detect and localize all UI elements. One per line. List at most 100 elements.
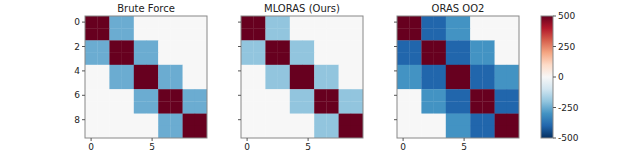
cell bbox=[290, 101, 303, 114]
cell bbox=[146, 28, 159, 41]
cell bbox=[146, 65, 159, 78]
cell bbox=[146, 40, 159, 53]
cell bbox=[109, 114, 122, 127]
y-tick-label: 4 bbox=[74, 66, 80, 76]
cell bbox=[183, 65, 196, 78]
cell bbox=[146, 101, 159, 114]
x-tick bbox=[152, 138, 153, 141]
cell bbox=[134, 65, 147, 78]
cell bbox=[339, 89, 352, 102]
x-tick-label: 0 bbox=[244, 142, 250, 152]
cell bbox=[158, 89, 171, 102]
colorbar-tick-label: 250 bbox=[558, 42, 575, 52]
cell bbox=[195, 101, 207, 114]
cell bbox=[446, 89, 459, 102]
cell bbox=[495, 101, 508, 114]
y-tick-label: 2 bbox=[74, 42, 80, 52]
cell bbox=[241, 40, 254, 53]
cell bbox=[122, 89, 135, 102]
cell bbox=[397, 101, 410, 114]
cell bbox=[97, 53, 110, 66]
title: MLORAS (Ours) bbox=[264, 3, 340, 14]
cell bbox=[122, 28, 135, 41]
cell bbox=[290, 53, 303, 66]
cell bbox=[183, 89, 196, 102]
cell bbox=[495, 16, 508, 29]
cell bbox=[265, 65, 278, 78]
cell bbox=[109, 126, 122, 138]
cell bbox=[421, 28, 434, 41]
colorbar-tick-label: 0 bbox=[558, 72, 564, 82]
cell bbox=[351, 77, 363, 90]
cell bbox=[97, 16, 110, 29]
cell bbox=[109, 40, 122, 53]
cell bbox=[85, 77, 98, 90]
x-tick bbox=[308, 138, 309, 141]
x-tick bbox=[464, 138, 465, 141]
cell bbox=[85, 126, 98, 138]
cells bbox=[241, 16, 363, 138]
title: ORAS OO2 bbox=[432, 3, 485, 14]
cell bbox=[409, 114, 422, 127]
cell bbox=[326, 53, 339, 66]
cell bbox=[302, 28, 315, 41]
cell bbox=[326, 16, 339, 29]
cell bbox=[265, 40, 278, 53]
cell bbox=[482, 40, 495, 53]
y-tick bbox=[82, 22, 85, 23]
cell bbox=[314, 53, 327, 66]
cell bbox=[409, 126, 422, 138]
cell bbox=[470, 77, 483, 90]
cell bbox=[397, 16, 410, 29]
cell bbox=[158, 16, 171, 29]
cell bbox=[241, 101, 254, 114]
cell bbox=[470, 89, 483, 102]
panel: ORAS OO205 bbox=[394, 3, 519, 152]
cell bbox=[278, 16, 291, 29]
cell bbox=[507, 16, 519, 29]
y-tick bbox=[238, 46, 241, 47]
cell bbox=[170, 40, 183, 53]
cell bbox=[97, 89, 110, 102]
y-tick bbox=[238, 70, 241, 71]
cell bbox=[482, 89, 495, 102]
y-tick bbox=[82, 46, 85, 47]
cell bbox=[458, 77, 471, 90]
cell bbox=[397, 65, 410, 78]
cell bbox=[339, 126, 352, 138]
panel: MLORAS (Ours) 0 5 bbox=[238, 3, 363, 152]
cell bbox=[122, 77, 135, 90]
cell bbox=[302, 53, 315, 66]
cell bbox=[278, 65, 291, 78]
cell bbox=[183, 77, 196, 90]
cell bbox=[265, 89, 278, 102]
cell bbox=[158, 114, 171, 127]
cell bbox=[351, 16, 363, 29]
x-tick bbox=[403, 138, 404, 141]
cell bbox=[409, 28, 422, 41]
cell bbox=[507, 53, 519, 66]
cell bbox=[122, 65, 135, 78]
cell bbox=[458, 28, 471, 41]
cell bbox=[290, 28, 303, 41]
cell bbox=[134, 40, 147, 53]
cell bbox=[158, 77, 171, 90]
cell bbox=[302, 16, 315, 29]
cell bbox=[302, 40, 315, 53]
x-tick-label: 5 bbox=[149, 142, 155, 152]
cell bbox=[339, 101, 352, 114]
cell bbox=[351, 89, 363, 102]
cell bbox=[109, 89, 122, 102]
cell bbox=[265, 126, 278, 138]
cell bbox=[314, 126, 327, 138]
cell bbox=[122, 126, 135, 138]
cell bbox=[85, 53, 98, 66]
cell bbox=[195, 89, 207, 102]
x-tick-label: 5 bbox=[461, 142, 467, 152]
cell bbox=[507, 28, 519, 41]
x-tick-label: 5 bbox=[305, 142, 311, 152]
cell bbox=[470, 126, 483, 138]
cell bbox=[495, 89, 508, 102]
cell bbox=[421, 16, 434, 29]
cell bbox=[265, 53, 278, 66]
